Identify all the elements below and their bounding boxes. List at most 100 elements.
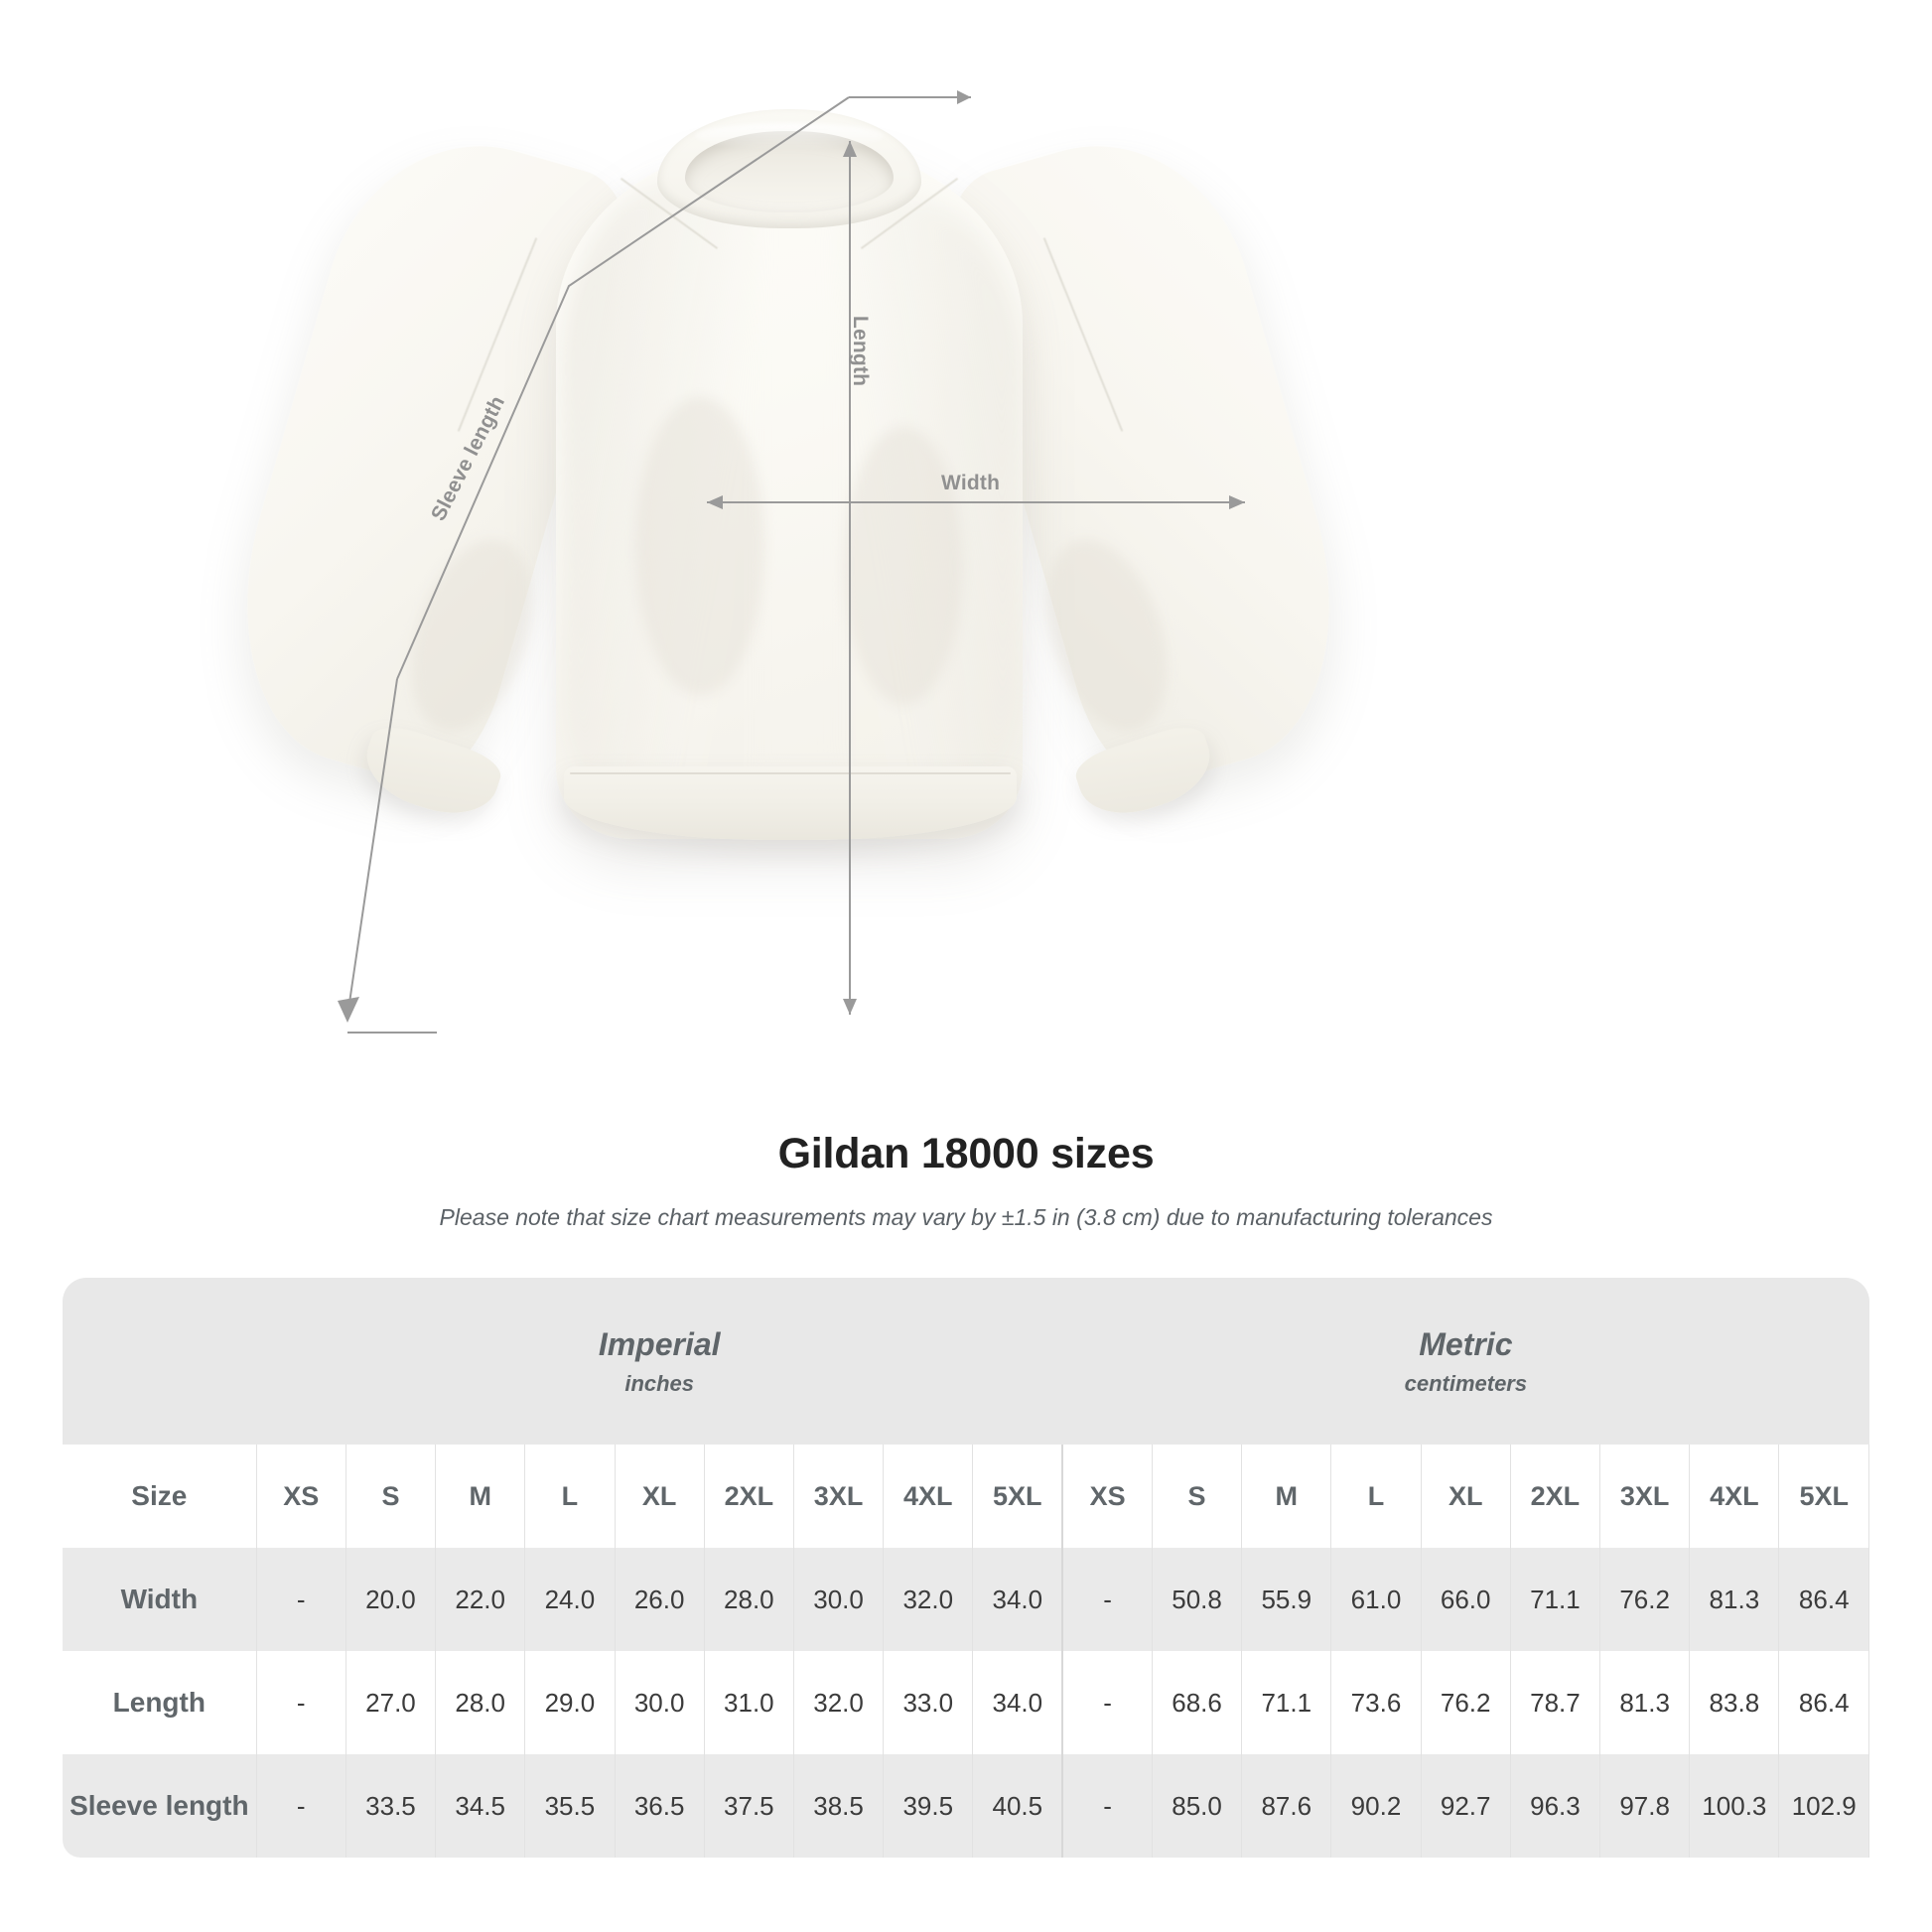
cell-width-imperial-5xl: 34.0 <box>972 1548 1063 1651</box>
cell-length-imperial-5xl: 34.0 <box>972 1651 1063 1754</box>
size-table: Imperial inches Metric centimeters Size … <box>63 1278 1869 1858</box>
cell-sleeve-length-imperial-xl: 36.5 <box>614 1754 705 1858</box>
size-header-xs-imperial: XS <box>255 1445 346 1548</box>
cell-width-metric-2xl: 71.1 <box>1509 1548 1601 1651</box>
table-head: Imperial inches Metric centimeters Size … <box>63 1278 1869 1548</box>
cell-sleeve-length-metric-xl: 92.7 <box>1420 1754 1511 1858</box>
cell-width-metric-5xl: 86.4 <box>1778 1548 1869 1651</box>
row-label-sleeve-length: Sleeve length <box>63 1754 257 1858</box>
garment-shadow-right <box>834 199 1023 794</box>
size-header-2xl-metric: 2XL <box>1509 1445 1601 1548</box>
unit-group-metric: Metric centimeters <box>1062 1278 1869 1445</box>
cell-sleeve-length-imperial-3xl: 38.5 <box>792 1754 885 1858</box>
size-header-4xl-imperial: 4XL <box>883 1445 974 1548</box>
cell-sleeve-length-metric-s: 85.0 <box>1151 1754 1243 1858</box>
cell-width-imperial-4xl: 32.0 <box>883 1548 974 1651</box>
product-photo: Length Width Sleeve length <box>201 90 1376 1034</box>
collar-highlight <box>695 123 884 149</box>
size-header-m-metric: M <box>1241 1445 1332 1548</box>
cell-length-metric-m: 71.1 <box>1241 1651 1332 1754</box>
size-header-xl-metric: XL <box>1420 1445 1511 1548</box>
cell-sleeve-length-imperial-m: 34.5 <box>435 1754 526 1858</box>
size-table-container: Imperial inches Metric centimeters Size … <box>63 1278 1869 1858</box>
sweatshirt-illustration <box>201 109 1376 840</box>
size-header-s-imperial: S <box>345 1445 437 1548</box>
size-header-s-metric: S <box>1151 1445 1243 1548</box>
cell-length-metric-s: 68.6 <box>1151 1651 1243 1754</box>
size-header-4xl-metric: 4XL <box>1689 1445 1780 1548</box>
cell-sleeve-length-metric-2xl: 96.3 <box>1509 1754 1601 1858</box>
cell-sleeve-length-imperial-5xl: 40.5 <box>972 1754 1063 1858</box>
cell-sleeve-length-imperial-4xl: 39.5 <box>883 1754 974 1858</box>
cell-sleeve-length-metric-5xl: 102.9 <box>1778 1754 1869 1858</box>
size-header-l-metric: L <box>1330 1445 1422 1548</box>
cell-sleeve-length-metric-m: 87.6 <box>1241 1754 1332 1858</box>
cell-width-metric-xs: - <box>1061 1548 1153 1651</box>
cell-width-metric-s: 50.8 <box>1151 1548 1243 1651</box>
size-header-3xl-imperial: 3XL <box>792 1445 885 1548</box>
width-measure-label: Width <box>941 472 1001 494</box>
unit-corner-cell <box>63 1278 257 1445</box>
unit-group-imperial-name: Imperial <box>598 1326 721 1362</box>
unit-group-imperial-sub: inches <box>624 1370 695 1396</box>
cell-sleeve-length-imperial-s: 33.5 <box>345 1754 437 1858</box>
cell-width-metric-l: 61.0 <box>1330 1548 1422 1651</box>
size-column-header: Size <box>63 1445 257 1548</box>
cell-width-metric-4xl: 81.3 <box>1689 1548 1780 1651</box>
table-body: Width -20.0 22.0 24.0 26.0 28.0 30.0 32.0 34.0-5… <box>63 1548 1869 1858</box>
fabric-fold <box>844 427 963 705</box>
cell-width-imperial-s: 20.0 <box>345 1548 437 1651</box>
unit-group-row: Imperial inches Metric centimeters <box>63 1278 1869 1445</box>
cell-length-imperial-3xl: 32.0 <box>792 1651 885 1754</box>
table-row: Sleeve length -33.5 34.5 35.5 36.5 37.5 38.5 39… <box>63 1754 1869 1858</box>
row-label-length: Length <box>63 1651 257 1754</box>
cell-length-metric-l: 73.6 <box>1330 1651 1422 1754</box>
cell-width-imperial-xs: - <box>255 1548 346 1651</box>
cell-length-imperial-2xl: 31.0 <box>703 1651 794 1754</box>
size-header-3xl-metric: 3XL <box>1599 1445 1691 1548</box>
cell-length-imperial-m: 28.0 <box>435 1651 526 1754</box>
tolerance-note: Please note that size chart measurements… <box>439 1204 1493 1230</box>
cell-sleeve-length-metric-l: 90.2 <box>1330 1754 1422 1858</box>
size-header-xs-metric: XS <box>1061 1445 1153 1548</box>
cell-sleeve-length-imperial-xs: - <box>255 1754 346 1858</box>
cell-length-imperial-4xl: 33.0 <box>883 1651 974 1754</box>
cell-sleeve-length-metric-3xl: 97.8 <box>1599 1754 1691 1858</box>
unit-group-metric-sub: centimeters <box>1404 1370 1528 1396</box>
size-header-l-imperial: L <box>524 1445 616 1548</box>
unit-group-imperial: Imperial inches <box>256 1278 1063 1445</box>
table-row: Width -20.0 22.0 24.0 26.0 28.0 30.0 32.0 34.0-5… <box>63 1548 1869 1651</box>
cell-width-imperial-xl: 26.0 <box>614 1548 705 1651</box>
cell-sleeve-length-imperial-2xl: 37.5 <box>703 1754 794 1858</box>
cell-length-metric-4xl: 83.8 <box>1689 1651 1780 1754</box>
cell-length-metric-xs: - <box>1061 1651 1153 1754</box>
unit-group-metric-name: Metric <box>1419 1326 1513 1362</box>
cell-width-imperial-2xl: 28.0 <box>703 1548 794 1651</box>
cell-width-imperial-m: 22.0 <box>435 1548 526 1651</box>
cell-width-metric-xl: 66.0 <box>1420 1548 1511 1651</box>
cell-width-metric-m: 55.9 <box>1241 1548 1332 1651</box>
cell-sleeve-length-imperial-l: 35.5 <box>524 1754 616 1858</box>
garment-hem <box>564 766 1017 840</box>
size-header-2xl-imperial: 2XL <box>703 1445 794 1548</box>
length-measure-label: Length <box>849 316 872 387</box>
cell-sleeve-length-metric-xs: - <box>1061 1754 1153 1858</box>
cell-length-imperial-xl: 30.0 <box>614 1651 705 1754</box>
cell-length-metric-3xl: 81.3 <box>1599 1651 1691 1754</box>
size-header-xl-imperial: XL <box>614 1445 705 1548</box>
size-header-5xl-imperial: 5XL <box>972 1445 1063 1548</box>
cell-width-imperial-l: 24.0 <box>524 1548 616 1651</box>
page-title: Gildan 18000 sizes <box>777 1130 1155 1177</box>
table-row: Length -27.0 28.0 29.0 30.0 31.0 32.0 33.0 34.0-… <box>63 1651 1869 1754</box>
row-label-width: Width <box>63 1548 257 1651</box>
fabric-fold <box>635 397 764 695</box>
cell-width-imperial-3xl: 30.0 <box>792 1548 885 1651</box>
cell-length-metric-xl: 76.2 <box>1420 1651 1511 1754</box>
cell-length-imperial-s: 27.0 <box>345 1651 437 1754</box>
size-header-5xl-metric: 5XL <box>1778 1445 1869 1548</box>
right-cuff <box>1070 719 1221 828</box>
cell-length-imperial-xs: - <box>255 1651 346 1754</box>
cell-length-metric-5xl: 86.4 <box>1778 1651 1869 1754</box>
cell-length-metric-2xl: 78.7 <box>1509 1651 1601 1754</box>
